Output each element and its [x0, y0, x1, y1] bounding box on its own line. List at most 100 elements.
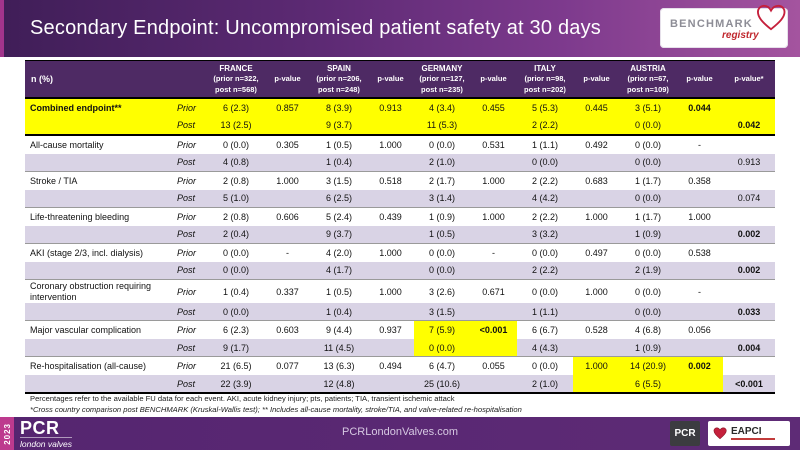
table-cell: 0.528 — [585, 325, 608, 336]
table-cell: 2 (1.0) — [414, 153, 470, 172]
table-cell — [723, 172, 775, 190]
pcr-subtitle: london valves — [20, 437, 72, 449]
table-header: n (%) FRANCE (prior n=322, post n=568) p-val… — [25, 60, 775, 99]
table-cell: 0 (0.0) — [414, 338, 470, 357]
page-title: Secondary Endpoint: Uncompromised patien… — [30, 17, 602, 39]
endpoint-label — [25, 261, 175, 280]
table-cell: 9 (1.7) — [208, 338, 264, 357]
table-cell: 4 (0.8) — [208, 153, 264, 172]
table-cell: 3 (2.6) — [428, 286, 455, 297]
table-cell: - — [698, 286, 701, 297]
table-cell: 0.004 — [723, 338, 775, 357]
table-cell: 2 (1.9) — [620, 261, 676, 280]
table-cell — [723, 98, 775, 117]
table-cell: 0.077 — [276, 361, 299, 372]
table-cell: 0.002 — [723, 261, 775, 280]
table-cell: 5 (1.0) — [208, 189, 264, 208]
table-row: Major vascular complication Prior 6 (2.3) 0… — [25, 320, 775, 339]
registry-logo-text: registry — [722, 30, 759, 41]
table-cell — [264, 189, 311, 208]
table-cell: - — [698, 139, 701, 150]
table-cell — [676, 302, 723, 321]
table-cell — [723, 208, 775, 226]
table-cell: 0.002 — [723, 225, 775, 244]
year-strip: 2023 — [0, 417, 14, 450]
table-cell: 2 (2.2) — [531, 175, 558, 186]
website-link[interactable]: PCRLondonValves.com — [342, 426, 458, 438]
phase-label: Prior — [177, 247, 197, 258]
table-cell: 0.937 — [379, 325, 402, 336]
table-row: Post 4 (0.8) 1 (0.4) 2 (1.0) 0 (0.0) 0 (0.0) 0… — [25, 153, 775, 172]
table-cell: 0 (0.0) — [517, 153, 573, 172]
table-cell — [723, 244, 775, 262]
table-cell: 0.055 — [482, 361, 505, 372]
table-cell: 0 (0.0) — [414, 261, 470, 280]
table-cell: 0.056 — [688, 325, 711, 336]
endpoint-label — [25, 225, 175, 244]
table-cell — [470, 116, 517, 136]
footnote-line1: Percentages refer to the available FU da… — [30, 394, 455, 403]
table-cell: 1 (0.5) — [325, 139, 352, 150]
table-cell — [367, 261, 414, 280]
endpoint-label: Combined endpoint** — [25, 98, 175, 117]
table-cell: 1 (0.4) — [311, 153, 367, 172]
table-row: Coronary obstruction requiring intervent… — [25, 279, 775, 303]
table-cell: 1.000 — [379, 286, 402, 297]
endpoint-label — [25, 374, 175, 394]
table-cell: 0 (0.0) — [531, 286, 558, 297]
phase-label: Prior — [177, 325, 197, 336]
table-cell: 1.000 — [379, 139, 402, 150]
country-header-spain: SPAIN (prior n=206, post n=248) — [311, 60, 367, 99]
table-cell: 2 (2.2) — [517, 261, 573, 280]
table-cell: 0.305 — [276, 139, 299, 150]
table-cell — [723, 321, 775, 339]
table-cell: 2 (0.8) — [222, 211, 249, 222]
table-cell: 13 (2.5) — [208, 116, 264, 136]
endpoint-label: Major vascular complication — [30, 324, 142, 335]
table-cell: 0 (0.0) — [634, 286, 661, 297]
table-cell — [676, 261, 723, 280]
endpoint-label: Coronary obstruction requiring intervent… — [30, 281, 152, 302]
pcr-box-logo: PCR — [670, 421, 700, 446]
footnote-line2: *Cross country comparison post BENCHMARK… — [30, 404, 522, 414]
endpoint-label: Re-hospitalisation (all-cause) — [30, 360, 147, 371]
table-cell: 22 (3.9) — [208, 374, 264, 394]
table-cell: 14 (20.9) — [620, 356, 676, 375]
table-row: All-cause mortality Prior 0 (0.0) 0.305 1 (0… — [25, 135, 775, 154]
table-row: Post 9 (1.7) 11 (4.5) 0 (0.0) 4 (4.3) 1 (0.9)… — [25, 338, 775, 357]
table-cell — [573, 338, 620, 357]
table-cell: 0.671 — [482, 286, 505, 297]
table-cell: 1 (0.9) — [620, 338, 676, 357]
table-cell: 0.857 — [264, 98, 311, 117]
table-cell: 8 (3.9) — [311, 98, 367, 117]
table-cell — [573, 261, 620, 280]
table-cell: 1 (0.4) — [222, 286, 249, 297]
table-cell: 0.683 — [585, 175, 608, 186]
table-cell — [676, 189, 723, 208]
table-cell — [676, 225, 723, 244]
table-cell: 0 (0.0) — [428, 139, 455, 150]
table-cell: 2 (2.2) — [531, 211, 558, 222]
phase-label: Prior — [177, 139, 197, 150]
table-cell: 0.606 — [276, 211, 299, 222]
table-cell: 1 (1.1) — [531, 139, 558, 150]
table-cell: 1 (0.9) — [620, 225, 676, 244]
table-cell — [676, 153, 723, 172]
table-cell — [676, 116, 723, 136]
country-header-germany: GERMANY (prior n=127, post n=235) — [414, 60, 470, 99]
table-cell: 1 (0.5) — [414, 225, 470, 244]
benchmark-logo-text: BENCHMARK — [670, 18, 753, 30]
table-cell: 0 (0.0) — [531, 361, 558, 372]
phase-label: Post — [175, 261, 208, 280]
table-cell: 0.913 — [367, 98, 414, 117]
table-cell — [264, 225, 311, 244]
table-cell: 1 (1.1) — [517, 302, 573, 321]
country-header-italy: ITALY (prior n=98, post n=202) — [517, 60, 573, 99]
table-cell: 5 (5.3) — [517, 98, 573, 117]
table-cell: 9 (4.4) — [325, 325, 352, 336]
table-cell: 3 (1.5) — [414, 302, 470, 321]
phase-label: Post — [175, 189, 208, 208]
table-cell: 0 (0.0) — [222, 247, 249, 258]
table-cell: 0.445 — [573, 98, 620, 117]
table-body: Combined endpoint** Prior 6 (2.3) 0.857 8 (3… — [25, 98, 775, 394]
